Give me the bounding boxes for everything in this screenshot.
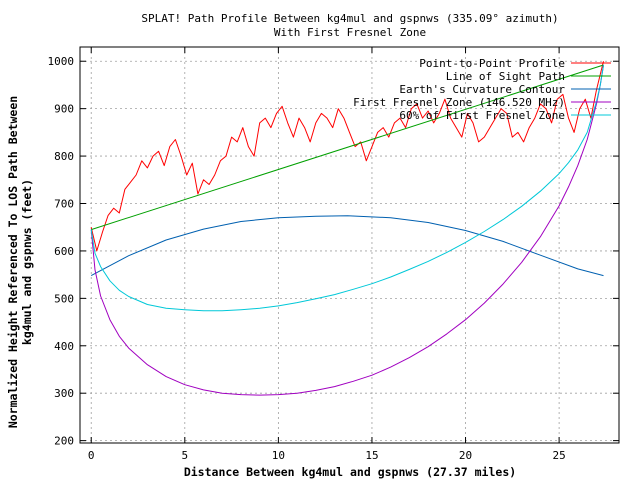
series-layer <box>90 61 604 396</box>
y-tick-label: 800 <box>54 150 74 163</box>
plot-frame <box>79 46 620 444</box>
x-tick-label: 10 <box>272 449 285 462</box>
x-tick-label: 15 <box>365 449 378 462</box>
series-earth-s-curvature-contour <box>90 215 604 277</box>
x-tick-label: 25 <box>552 449 565 462</box>
series-line-of-sight-path <box>91 64 604 231</box>
y-tick-label: 400 <box>54 340 74 353</box>
legend-label: Line of Sight Path <box>446 70 565 83</box>
chart-subtitle: With First Fresnel Zone <box>274 26 426 39</box>
y-tick-label: 300 <box>54 387 74 400</box>
x-axis-label: Distance Between kg4mul and gspnws (27.3… <box>184 465 516 479</box>
y-tick-label: 600 <box>54 245 74 258</box>
y-tick-label: 900 <box>54 103 74 116</box>
y-tick-label: 700 <box>54 198 74 211</box>
series-60-of-first-fresnel-zone <box>90 64 604 312</box>
chart-title: SPLAT! Path Profile Between kg4mul and g… <box>141 12 558 25</box>
legend-label: Point-to-Point Profile <box>419 57 565 70</box>
grid <box>80 47 619 443</box>
series-point-to-point-profile <box>90 61 604 252</box>
y-tick-label: 200 <box>54 435 74 448</box>
series-first-fresnel-zone-146-520-mhz <box>90 64 604 396</box>
y-tick-label: 500 <box>54 292 74 305</box>
y-tick-label: 1000 <box>48 55 75 68</box>
y-axis-label-line2: kg4mul and gspnws (feet) <box>20 179 34 345</box>
legend-label: First Fresnel Zone (146.520 MHz) <box>353 96 565 109</box>
legend-label: 60% of First Fresnel Zone <box>399 109 565 122</box>
x-tick-label: 20 <box>459 449 472 462</box>
tick-layer: 200 300 400 500 600 700 800 900 1000 0 5 10 15 20 25 <box>48 47 619 462</box>
x-tick-label: 5 <box>181 449 188 462</box>
x-tick-label: 0 <box>88 449 95 462</box>
y-axis-label-line1: Normalized Height Referenced To LOS Path… <box>6 96 20 428</box>
legend-label: Earth's Curvature Contour <box>399 83 565 96</box>
